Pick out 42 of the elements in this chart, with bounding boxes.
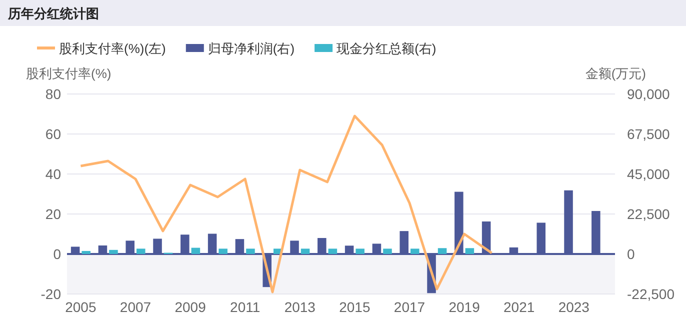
bar	[246, 248, 255, 254]
y2-tick-label: 67,500	[627, 126, 670, 142]
y2-tick-label: 0	[627, 246, 635, 262]
legend-label: 归母净利润(右)	[208, 41, 295, 56]
y2-axis-title: 金额(万元)	[585, 66, 646, 81]
bar	[465, 248, 474, 254]
y2-tick-label: 45,000	[627, 166, 670, 182]
x-tick-label: 2011	[230, 299, 260, 315]
bar	[383, 248, 392, 254]
y-tick-label: 0	[53, 246, 62, 262]
y-axis-title: 股利支付率(%)	[26, 66, 112, 81]
x-tick-label: 2009	[174, 299, 206, 315]
bar	[438, 248, 447, 254]
chart-title: 历年分红统计图	[7, 6, 99, 21]
x-tick-label: 2021	[504, 299, 535, 315]
bar	[328, 248, 338, 254]
bar	[191, 248, 200, 254]
legend-label: 现金分红总额(右)	[336, 41, 436, 56]
y-tick-label: 80	[45, 86, 62, 102]
x-tick-label: 2019	[448, 299, 480, 315]
bar	[218, 248, 228, 254]
x-tick-label: 2015	[339, 299, 370, 315]
y2-tick-label: 90,000	[627, 86, 670, 102]
x-tick-label: 2007	[120, 299, 152, 315]
bar	[410, 248, 420, 254]
bar	[109, 250, 118, 254]
bar	[82, 250, 90, 254]
legend-label: 股利支付率(%)(左)	[59, 41, 166, 56]
y-tick-label: 40	[45, 166, 62, 182]
y-tick-label: 20	[45, 206, 62, 222]
bar	[300, 248, 310, 254]
y2-tick-label: -22,500	[627, 286, 675, 302]
x-tick-label: 2017	[394, 299, 426, 315]
y-tick-label: -20	[40, 286, 62, 302]
x-tick-label: 2013	[284, 299, 316, 315]
x-tick-label: 2005	[65, 299, 96, 315]
bar	[136, 248, 146, 254]
x-tick-label: 2023	[558, 299, 590, 315]
bar	[356, 248, 364, 254]
line-series	[79, 114, 493, 294]
y-tick-label: 60	[45, 126, 62, 142]
y2-tick-label: 22,500	[627, 206, 670, 222]
